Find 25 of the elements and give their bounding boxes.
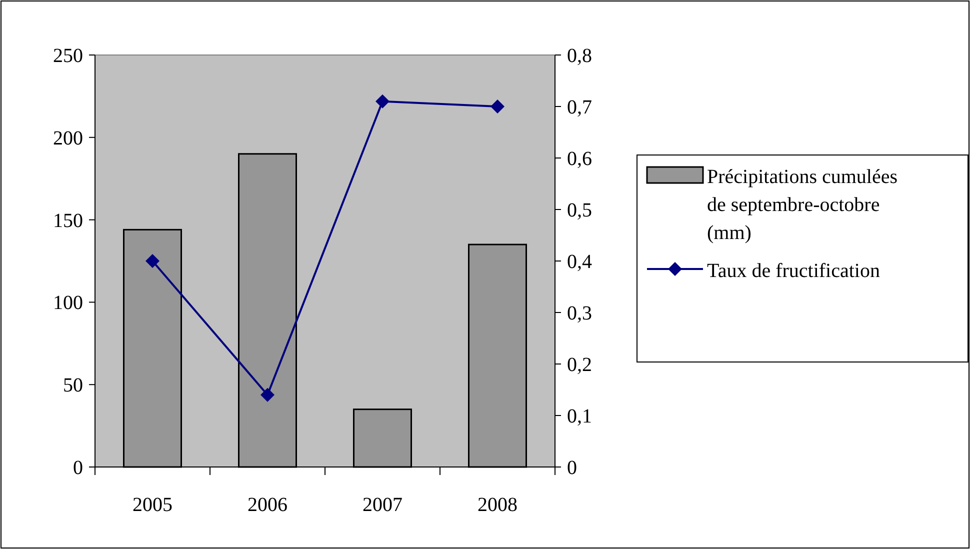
y2-tick-label: 0,2: [567, 354, 592, 376]
y2-tick-label: 0,5: [567, 200, 592, 222]
point: [260, 388, 274, 402]
x-tick-label: 2006: [248, 494, 288, 516]
y2-tick-label: 0,8: [567, 45, 592, 67]
y-tick-label: 200: [53, 127, 83, 150]
legend-label: Taux de fructification: [707, 260, 880, 282]
y-tick-label: 0: [73, 457, 83, 479]
point: [146, 254, 160, 268]
y2-tick-label: 0,7: [567, 96, 592, 118]
legend-label: Précipitations cumulées de septembre-octobre (mm): [707, 166, 898, 244]
x-tick-label: 2005: [132, 494, 172, 516]
point: [490, 100, 504, 114]
point: [376, 94, 390, 108]
y-tick-label: 100: [53, 292, 83, 314]
y2-tick-label: 0,1: [567, 406, 592, 428]
y2-tick-label: 0: [567, 457, 577, 479]
y-tick-label: 250: [53, 45, 83, 67]
y2-tick-label: 0,6: [567, 148, 592, 170]
x-tick-label: 2008: [478, 494, 518, 516]
y2-tick-label: 0,3: [567, 302, 592, 324]
y-tick-label: 50: [63, 374, 83, 397]
x-tick-label: 2007: [362, 494, 402, 516]
y-tick-label: 150: [53, 210, 83, 232]
y2-tick-label: 0,4: [567, 251, 592, 273]
